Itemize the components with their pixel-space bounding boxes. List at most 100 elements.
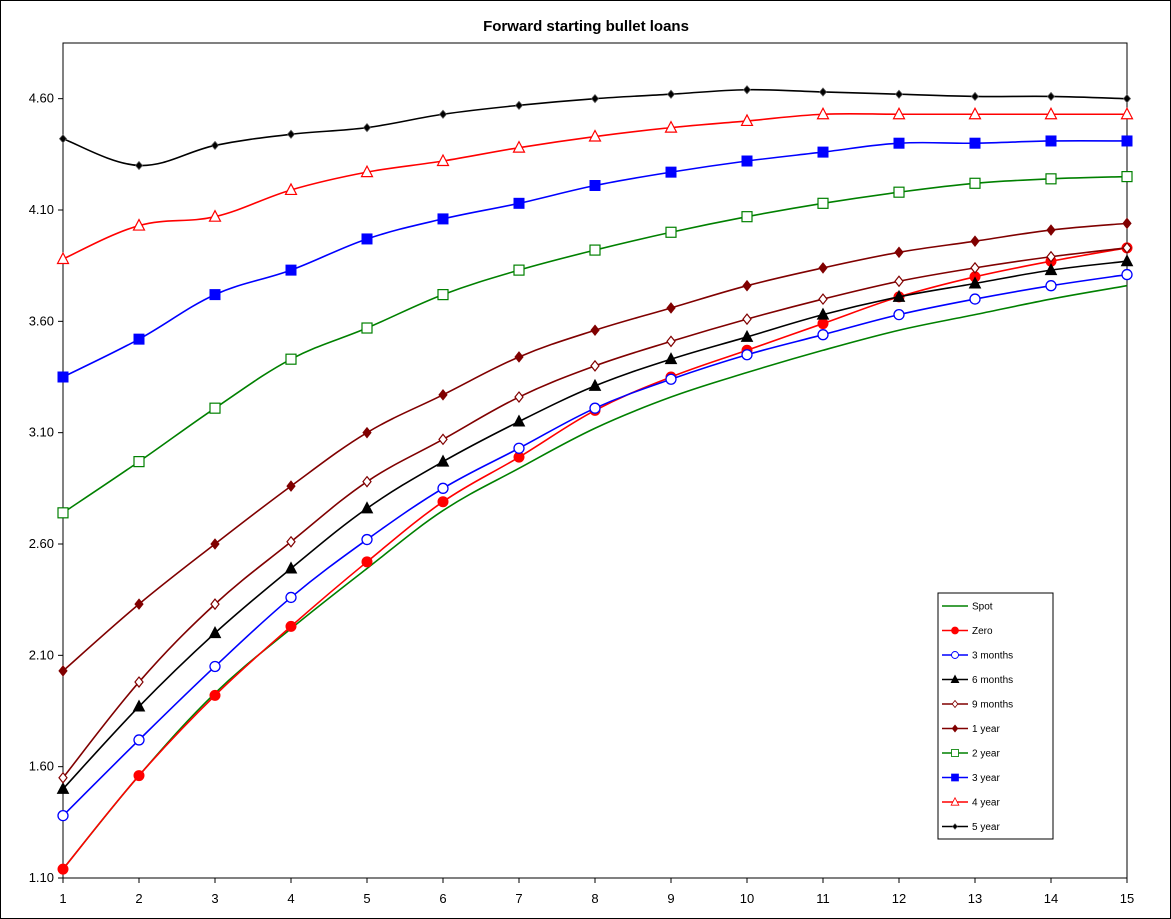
- x-tick-label: 8: [591, 891, 598, 906]
- data-point-zero: [361, 556, 373, 568]
- data-point-3-months: [1045, 280, 1057, 292]
- data-point-6-months: [284, 561, 298, 574]
- y-tick-label: 1.10: [29, 870, 54, 885]
- x-tick-label: 10: [740, 891, 754, 906]
- legend-label: Zero: [972, 626, 993, 637]
- legend-label: 2 year: [972, 749, 1000, 760]
- data-point-1-year: [590, 324, 600, 337]
- legend-label: Spot: [972, 602, 993, 613]
- data-point-1-year: [894, 246, 904, 259]
- data-point-zero: [57, 863, 69, 875]
- data-point-6-months: [360, 501, 374, 514]
- data-point-zero: [817, 318, 829, 330]
- data-point-5-year: [666, 89, 676, 99]
- x-tick-label: 5: [363, 891, 370, 906]
- series-2-year: [57, 171, 1133, 519]
- chart-title: Forward starting bullet loans: [483, 18, 689, 35]
- data-point-4-year: [512, 140, 526, 153]
- data-point-4-year: [1044, 106, 1058, 120]
- data-point-6-months: [968, 276, 982, 289]
- data-point-zero: [133, 770, 145, 782]
- data-point-9-months: [210, 598, 220, 611]
- data-point-1-year: [818, 262, 828, 274]
- data-point-zero: [285, 620, 297, 632]
- data-point-4-year: [132, 218, 146, 231]
- data-point-3-year: [969, 137, 981, 149]
- data-point-6-months: [1120, 254, 1134, 267]
- series-line-spot: [62, 284, 1128, 870]
- data-point-6-months: [892, 289, 906, 302]
- x-tick-label: 3: [211, 891, 218, 906]
- data-point-4-year: [436, 153, 450, 167]
- legend-marker: [951, 699, 959, 709]
- data-point-3-year: [1121, 135, 1133, 147]
- series-line-2-year: [62, 175, 1128, 514]
- data-point-9-months: [134, 676, 144, 689]
- data-point-5-year: [818, 87, 828, 97]
- data-point-5-year: [58, 134, 68, 144]
- data-point-3-months: [665, 373, 677, 385]
- data-point-5-year: [134, 160, 144, 171]
- data-point-4-year: [360, 164, 374, 178]
- legend-label: 3 months: [972, 651, 1013, 662]
- data-point-3-year: [209, 289, 221, 301]
- series-1-year: [58, 217, 1132, 677]
- data-point-2-year: [1121, 171, 1133, 183]
- data-point-1-year: [742, 279, 752, 292]
- legend-item-3-months: 3 months: [942, 651, 1013, 662]
- data-point-9-months: [894, 275, 904, 288]
- data-point-5-year: [438, 109, 448, 119]
- data-point-5-year: [1046, 91, 1056, 102]
- data-point-9-months: [742, 313, 752, 326]
- data-point-2-year: [741, 211, 753, 223]
- data-point-1-year: [666, 302, 676, 314]
- data-point-6-months: [1044, 263, 1058, 276]
- data-point-3-year: [133, 333, 145, 345]
- x-tick-label: 12: [892, 891, 906, 906]
- data-point-2-year: [665, 226, 677, 238]
- data-point-9-months: [286, 535, 296, 548]
- y-tick-label: 3.60: [29, 313, 54, 328]
- legend-marker: [951, 651, 959, 659]
- data-point-1-year: [1122, 217, 1132, 230]
- data-point-5-year: [590, 94, 600, 104]
- legend-item-3-year: 3 year: [942, 773, 1000, 784]
- data-point-6-months: [132, 699, 146, 712]
- data-point-2-year: [589, 244, 601, 256]
- data-point-9-months: [970, 261, 980, 274]
- legend-marker: [951, 626, 959, 635]
- data-point-6-months: [816, 307, 830, 320]
- data-point-6-months: [512, 414, 526, 427]
- data-point-2-year: [969, 177, 981, 189]
- data-point-9-months: [58, 771, 68, 784]
- legend-item-4-year: 4 year: [942, 796, 1000, 809]
- data-point-2-year: [285, 353, 297, 365]
- data-point-3-months: [817, 329, 829, 341]
- data-point-3-year: [665, 166, 677, 178]
- legend-item-zero: Zero: [942, 626, 993, 637]
- legend-label: 5 year: [972, 822, 1000, 833]
- data-point-1-year: [438, 389, 448, 401]
- series-5-year: [58, 85, 1132, 171]
- data-point-9-months: [1046, 250, 1056, 263]
- y-tick-label: 3.10: [29, 425, 54, 440]
- data-point-1-year: [286, 480, 296, 492]
- data-point-3-year: [741, 155, 753, 167]
- legend-item-spot: Spot: [942, 602, 993, 613]
- axes: 1.101.602.102.603.103.604.104.601 2 3 4 5 6 7 8…: [29, 42, 1134, 906]
- data-point-9-months: [590, 359, 600, 372]
- data-point-6-months: [56, 781, 70, 794]
- data-point-6-months: [436, 454, 450, 467]
- data-point-2-year: [893, 186, 905, 198]
- data-point-3-months: [133, 734, 145, 746]
- data-point-1-year: [58, 665, 68, 677]
- y-tick-label: 4.10: [29, 202, 54, 217]
- data-point-3-months: [1121, 268, 1133, 281]
- x-tick-label: 9: [667, 891, 674, 906]
- data-point-4-year: [664, 120, 678, 133]
- data-point-2-year: [361, 322, 373, 334]
- x-tick-label: 6: [439, 891, 446, 906]
- data-point-6-months: [588, 378, 602, 391]
- data-point-5-year: [1122, 94, 1132, 104]
